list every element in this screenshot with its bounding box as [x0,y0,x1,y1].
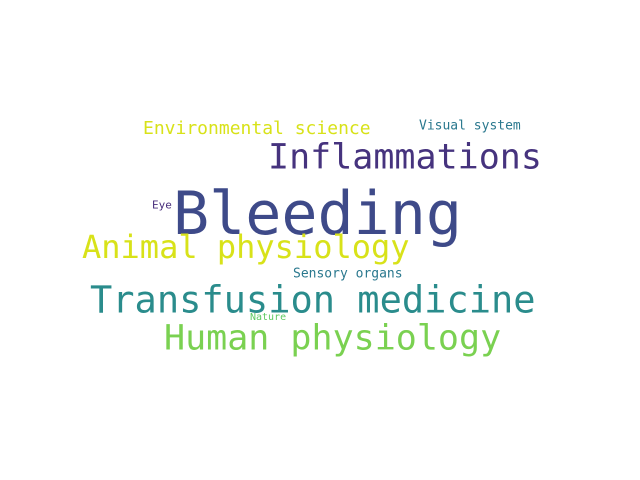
word-sensory-organs: Sensory organs [293,266,403,282]
word-nature: Nature [250,312,287,323]
word-bleeding: Bleeding [173,179,462,249]
word-transfusion-medicine: Transfusion medicine [90,278,536,322]
word-human-physiology: Human physiology [164,318,502,359]
word-inflammations: Inflammations [268,137,542,178]
word-environmental-science: Environmental science [143,118,371,139]
word-eye: Eye [152,198,172,212]
word-animal-physiology: Animal physiology [82,228,410,266]
word-visual-system: Visual system [419,118,521,134]
